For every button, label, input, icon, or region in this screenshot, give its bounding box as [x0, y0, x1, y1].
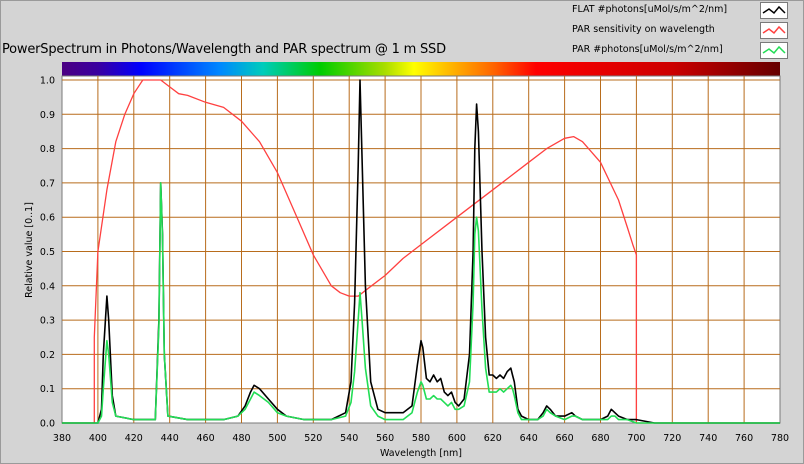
y-tick-label: 0.2	[40, 350, 55, 361]
x-tick-label: 700	[627, 433, 645, 444]
y-tick-labels: 0.0 0.1 0.2 0.3 0.4 0.5 0.6 0.7 0.8 0.9 1.0	[40, 76, 55, 430]
x-tick-label: 620	[484, 433, 502, 444]
legend-item-par-photons: PAR #photons[uMol/s/m^2/nm]	[570, 42, 790, 60]
chart-title: PowerSpectrum in Photons/Wavelength and …	[2, 42, 446, 57]
x-tick-label: 740	[699, 433, 717, 444]
y-tick-label: 0.8	[40, 144, 55, 155]
series-line-1	[62, 79, 780, 424]
y-tick-label: 0.1	[40, 384, 55, 395]
y-tick-label: 0.9	[40, 110, 55, 121]
x-tick-label: 640	[520, 433, 538, 444]
x-tick-label: 600	[448, 433, 466, 444]
x-tick-label: 580	[412, 433, 430, 444]
x-tick-label: 540	[340, 433, 358, 444]
legend-item-flat-photons: FLAT #photons[uMol/s/m^2/nm]	[570, 2, 790, 20]
x-tick-label: 780	[771, 433, 789, 444]
x-tick-labels: 380 400 420 440 460 480 500 520 540 560 580 600 620 6…	[53, 433, 789, 444]
y-tick-label: 0.6	[40, 213, 55, 224]
y-tick-label: 0.7	[40, 178, 55, 189]
y-tick-label: 0.3	[40, 316, 55, 327]
legend-item-par-sensitivity: PAR sensitivity on wavelength	[570, 22, 790, 40]
y-tick-label: 1.0	[40, 76, 55, 87]
legend-label: FLAT #photons[uMol/s/m^2/nm]	[572, 4, 728, 15]
series-line-2	[62, 182, 780, 424]
x-tick-label: 420	[125, 433, 143, 444]
legend-swatch-green	[760, 42, 788, 59]
legend-swatch-black	[760, 2, 788, 19]
series-layer	[62, 79, 780, 424]
grid	[62, 76, 780, 423]
x-tick-label: 460	[197, 433, 215, 444]
legend-label: PAR #photons[uMol/s/m^2/nm]	[572, 44, 723, 55]
x-tick-label: 520	[304, 433, 322, 444]
legend-swatch-red	[760, 22, 788, 39]
x-tick-label: 480	[232, 433, 250, 444]
x-axis-label: Wavelength [nm]	[380, 448, 462, 459]
y-axis-label: Relative value [0..1]	[24, 202, 35, 298]
x-tick-label: 380	[53, 433, 71, 444]
legend: FLAT #photons[uMol/s/m^2/nm] PAR sensiti…	[570, 2, 790, 62]
spectrum-color-bar	[62, 62, 780, 76]
y-tick-label: 0.4	[40, 281, 55, 292]
x-tick-label: 560	[376, 433, 394, 444]
y-tick-label: 0.5	[40, 247, 55, 258]
x-tick-label: 760	[735, 433, 753, 444]
x-tick-label: 400	[89, 433, 107, 444]
x-tick-label: 660	[556, 433, 574, 444]
x-tick-label: 720	[663, 433, 681, 444]
y-tick-label: 0.0	[40, 419, 55, 430]
legend-label: PAR sensitivity on wavelength	[572, 24, 715, 35]
x-tick-label: 500	[268, 433, 286, 444]
x-tick-label: 440	[161, 433, 179, 444]
x-tick-label: 680	[591, 433, 609, 444]
